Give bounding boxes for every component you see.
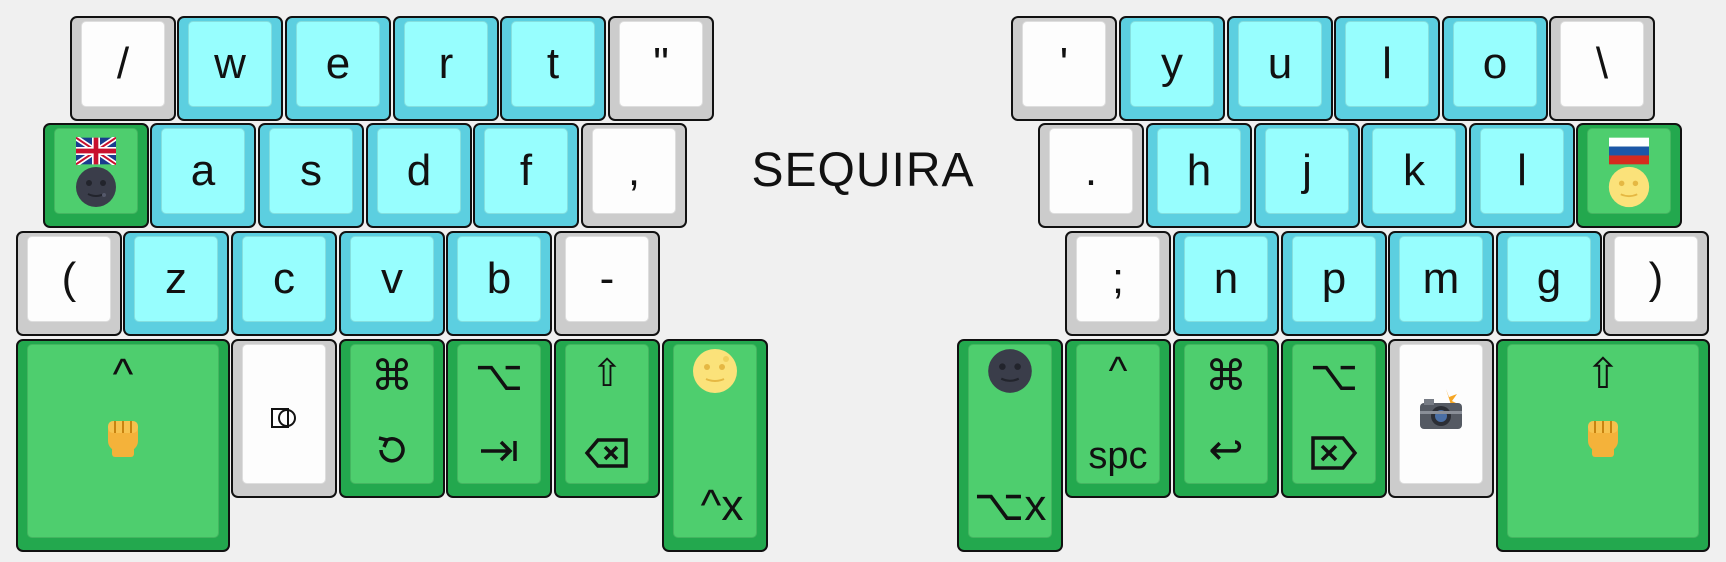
key-m[interactable]: m bbox=[1388, 231, 1494, 336]
key-a[interactable]: a bbox=[150, 123, 256, 228]
enter-icon: ↩ bbox=[1208, 426, 1244, 473]
key-opt-x-moon[interactable]: ⌥x bbox=[957, 339, 1063, 552]
key-opt-tab[interactable]: ⌥ bbox=[446, 339, 552, 498]
key-double-quote[interactable]: " bbox=[608, 16, 714, 121]
raised-fist-icon bbox=[18, 409, 228, 459]
russia-flag-icon bbox=[1578, 137, 1680, 165]
key-y[interactable]: y bbox=[1119, 16, 1225, 121]
key-left-paren[interactable]: ( bbox=[16, 231, 122, 336]
key-apostrophe[interactable]: ' bbox=[1011, 16, 1117, 121]
layout-title: SEQUIRA bbox=[751, 144, 975, 197]
key-minus[interactable]: - bbox=[554, 231, 660, 336]
key-layer-toggle[interactable] bbox=[231, 339, 337, 498]
key-semicolon[interactable]: ; bbox=[1065, 231, 1171, 336]
key-layer-ru-moon[interactable] bbox=[1576, 123, 1682, 228]
key-l[interactable]: l bbox=[1469, 123, 1575, 228]
full-moon-face-icon bbox=[664, 347, 766, 395]
key-t[interactable]: t bbox=[500, 16, 606, 121]
key-d[interactable]: d bbox=[366, 123, 472, 228]
key-f[interactable]: f bbox=[473, 123, 579, 228]
camera-flash-icon bbox=[1390, 387, 1492, 433]
layer-toggle-icon bbox=[233, 407, 335, 429]
delete-forward-icon bbox=[1283, 435, 1385, 471]
key-ctrl-x-moon[interactable]: ^x bbox=[662, 339, 768, 552]
key-j[interactable]: j bbox=[1254, 123, 1360, 228]
key-shift-fist-right[interactable]: ⇧ bbox=[1496, 339, 1710, 552]
full-moon-face-icon bbox=[1578, 165, 1680, 209]
key-screenshot[interactable] bbox=[1388, 339, 1494, 498]
key-v[interactable]: v bbox=[339, 231, 445, 336]
raised-fist-icon bbox=[1498, 409, 1708, 459]
key-shift-backspace[interactable]: ⇧ bbox=[554, 339, 660, 498]
refresh-icon bbox=[341, 429, 443, 471]
key-r[interactable]: r bbox=[393, 16, 499, 121]
key-w[interactable]: w bbox=[177, 16, 283, 121]
key-k[interactable]: k bbox=[1361, 123, 1467, 228]
key-backslash[interactable]: \ bbox=[1549, 16, 1655, 121]
key-o[interactable]: o bbox=[1442, 16, 1548, 121]
key-cmd-enter[interactable]: ⌘ ↩ bbox=[1173, 339, 1279, 498]
key-e[interactable]: e bbox=[285, 16, 391, 121]
key-n[interactable]: n bbox=[1173, 231, 1279, 336]
tab-icon bbox=[448, 437, 550, 465]
key-right-paren[interactable]: ) bbox=[1603, 231, 1709, 336]
key-comma[interactable]: , bbox=[581, 123, 687, 228]
key-z[interactable]: z bbox=[123, 231, 229, 336]
key-layer-uk-moon[interactable] bbox=[43, 123, 149, 228]
key-ctrl-fist-left[interactable]: ^ bbox=[16, 339, 230, 552]
key-opt-delete[interactable]: ⌥ bbox=[1281, 339, 1387, 498]
backspace-icon bbox=[556, 437, 658, 469]
key-s[interactable]: s bbox=[258, 123, 364, 228]
key-period[interactable]: . bbox=[1038, 123, 1144, 228]
new-moon-face-icon bbox=[959, 347, 1061, 395]
key-c[interactable]: c bbox=[231, 231, 337, 336]
key-b[interactable]: b bbox=[446, 231, 552, 336]
uk-flag-icon bbox=[45, 137, 147, 165]
key-g[interactable]: g bbox=[1496, 231, 1602, 336]
new-moon-face-icon bbox=[45, 165, 147, 209]
key-l-top[interactable]: l bbox=[1334, 16, 1440, 121]
key-h[interactable]: h bbox=[1146, 123, 1252, 228]
key-slash[interactable]: / bbox=[70, 16, 176, 121]
key-cmd-refresh[interactable]: ⌘ bbox=[339, 339, 445, 498]
key-p[interactable]: p bbox=[1281, 231, 1387, 336]
key-ctrl-space[interactable]: ^ spc bbox=[1065, 339, 1171, 498]
key-u[interactable]: u bbox=[1227, 16, 1333, 121]
